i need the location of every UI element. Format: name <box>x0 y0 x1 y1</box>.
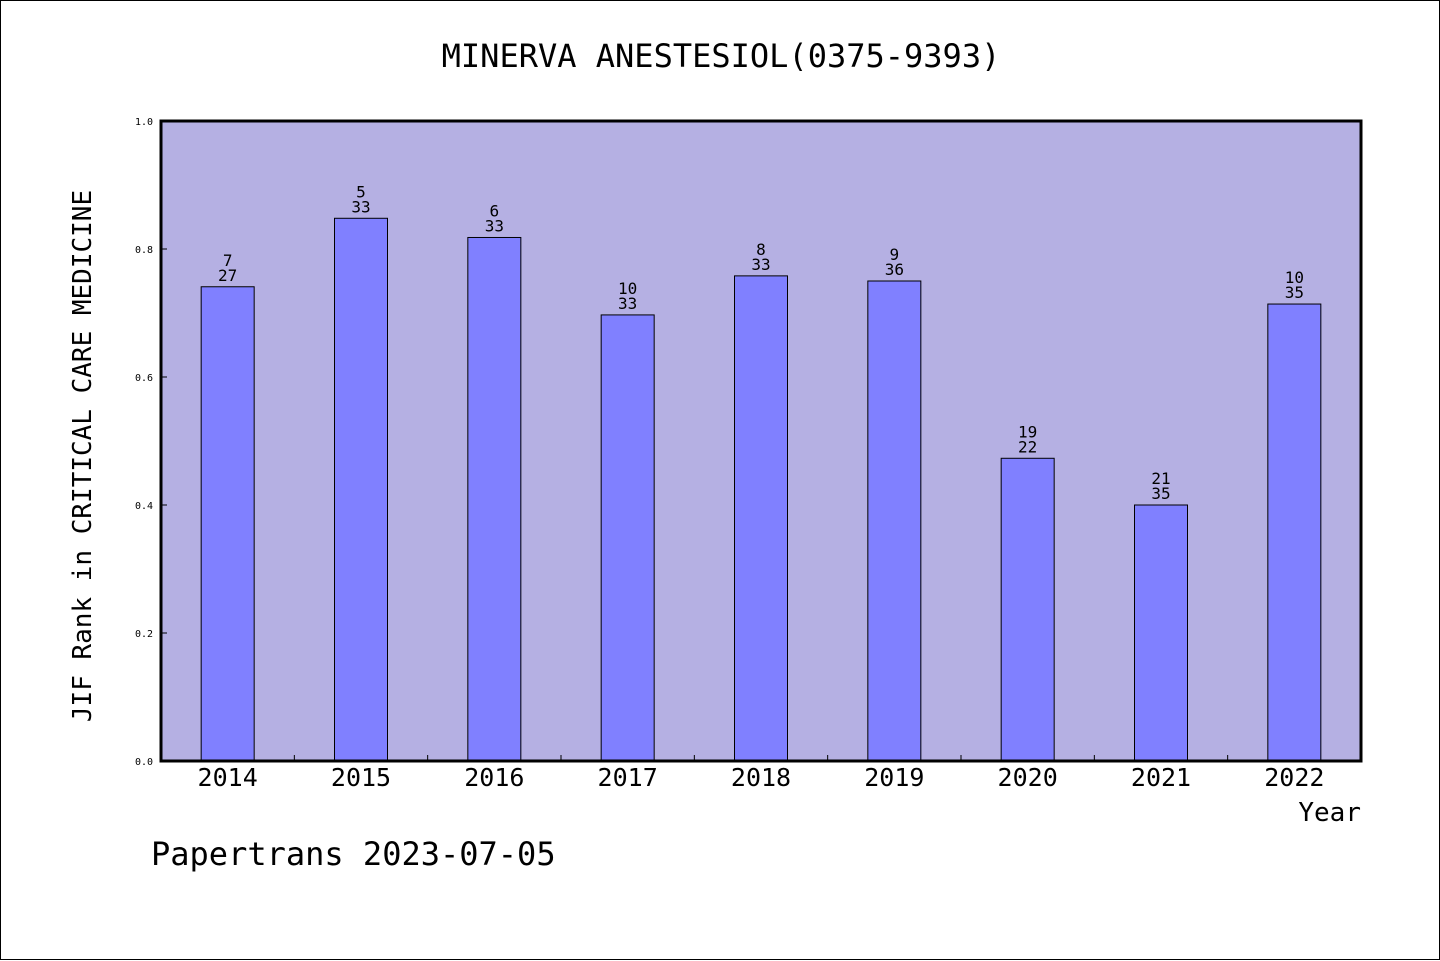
bar-2017 <box>600 314 655 762</box>
bar-2014 <box>200 286 255 762</box>
x-tick-label: 2016 <box>464 763 524 792</box>
x-tick-label: 2017 <box>598 763 658 792</box>
plot-border <box>159 119 1363 763</box>
footer-watermark: Papertrans 2023-07-05 <box>151 835 556 873</box>
bar-rank-label: 10 <box>1285 268 1304 287</box>
bar-total-label: 35 <box>1151 484 1170 503</box>
bar-total-label: 36 <box>885 260 904 279</box>
bar-rank-label: 21 <box>1151 469 1170 488</box>
bar-2021 <box>1134 504 1188 762</box>
y-axis-title: JIF Rank in CRITICAL CARE MEDICINE <box>68 190 98 722</box>
x-tick-label: 2021 <box>1131 763 1191 792</box>
bar-2016 <box>467 236 522 762</box>
bar-2020 <box>1000 457 1055 762</box>
bar-rank-label: 6 <box>490 201 500 220</box>
bar-rank-label: 19 <box>1018 422 1037 441</box>
x-tick-label: 2015 <box>331 763 391 792</box>
y-tick-label: 0.4 <box>135 501 153 512</box>
bar-rank-label: 9 <box>890 245 900 264</box>
bar-2018 <box>734 275 788 762</box>
bar-total-label: 27 <box>218 266 237 285</box>
y-tick-label: 0.8 <box>135 245 153 256</box>
bar-total-label: 33 <box>351 197 370 216</box>
x-tick-label: 2022 <box>1264 763 1324 792</box>
bar-total-label: 33 <box>751 255 770 274</box>
bar-rank-label: 5 <box>356 182 366 201</box>
x-tick-label: 2018 <box>731 763 791 792</box>
y-tick-label: 0.2 <box>135 629 153 640</box>
x-tick-label: 2019 <box>864 763 924 792</box>
bar-rank-label: 10 <box>618 279 637 298</box>
y-tick-label: 1.0 <box>135 117 153 128</box>
chart-title: MINERVA ANESTESIOL(0375-9393) <box>442 37 1001 75</box>
bar-total-label: 22 <box>1018 437 1037 456</box>
bar-rank-label: 8 <box>756 240 766 259</box>
bar-total-label: 33 <box>485 216 504 235</box>
y-tick-label: 0.6 <box>135 373 153 384</box>
bar-2019 <box>867 280 922 762</box>
bar-total-label: 35 <box>1285 283 1304 302</box>
bar-total-label: 33 <box>618 294 637 313</box>
x-tick-label: 2014 <box>198 763 258 792</box>
bar-rank-label: 7 <box>223 251 233 270</box>
bar-2022 <box>1267 303 1322 762</box>
x-axis-title: Year <box>1298 798 1361 828</box>
x-tick-label: 2020 <box>998 763 1058 792</box>
bar-2015 <box>334 217 388 762</box>
y-tick-label: 0.0 <box>135 757 153 768</box>
